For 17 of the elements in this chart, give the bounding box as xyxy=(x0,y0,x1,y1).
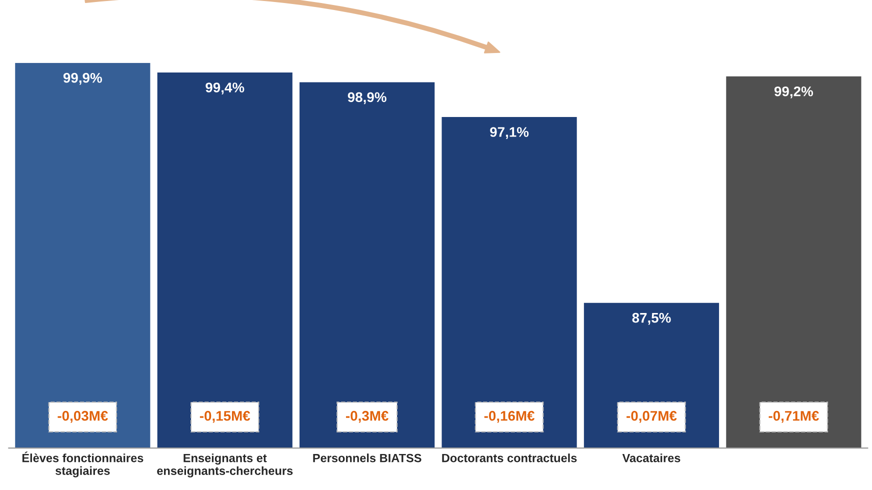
x-tick-label: Personnels BIATSS xyxy=(313,454,422,462)
annotation: -0,03M€ xyxy=(58,410,108,423)
data-label: 97,1% xyxy=(490,127,529,139)
data-label: 98,9% xyxy=(348,92,386,104)
data-label: 87,5% xyxy=(632,312,671,325)
x-tick-label: Enseignants et enseignants-chercheurs xyxy=(157,454,293,478)
annotation: -0,3M€ xyxy=(346,410,388,423)
annotation: -0,07M€ xyxy=(626,410,677,423)
annotation: -0,15M€ xyxy=(200,410,250,423)
x-tick-label: Doctorants contractuels xyxy=(442,454,577,462)
annotation: -0,16M€ xyxy=(484,410,535,423)
data-label: 99,4% xyxy=(206,82,244,94)
data-label: 99,9% xyxy=(63,72,102,85)
annotation: -0,71M€ xyxy=(768,410,819,423)
data-label: 99,2% xyxy=(774,86,814,98)
x-tick-label: Élèves fonctionnaires stagiaires xyxy=(22,452,144,478)
x-tick-label: Vacataires xyxy=(622,454,680,462)
